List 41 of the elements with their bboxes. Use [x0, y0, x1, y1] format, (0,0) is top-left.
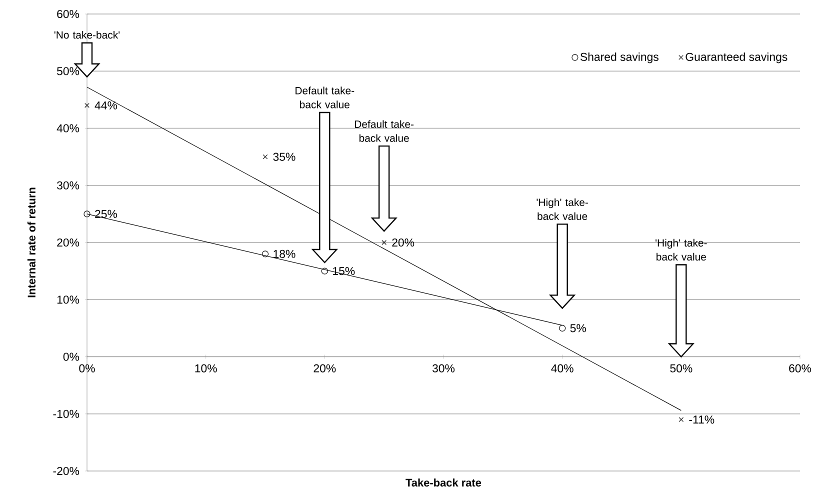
annotation: 'High' take-back value	[656, 238, 707, 261]
annotation: 'No take-back'	[54, 30, 120, 39]
point	[678, 417, 684, 422]
point	[84, 210, 90, 218]
legend-label: Guaranteed savings	[686, 52, 788, 64]
data-label: 5%	[570, 324, 586, 332]
y-tick-label: 60%	[57, 10, 80, 18]
point	[262, 154, 268, 160]
data-label: -11%	[689, 416, 714, 424]
legend-label: Shared savings	[580, 52, 658, 64]
point	[262, 250, 269, 258]
annotation: Default take-back value	[296, 86, 354, 108]
y-tick-label: 10%	[57, 296, 80, 304]
data-label: 44%	[94, 101, 118, 110]
x-tick-label: 40%	[551, 364, 574, 372]
point	[84, 102, 90, 108]
point	[382, 240, 387, 245]
x-axis-title: Take-back rate	[406, 478, 482, 487]
data-label: 35%	[273, 152, 296, 161]
x-tick-label: 20%	[314, 364, 336, 372]
y-tick-label: -20%	[53, 466, 80, 476]
x-tick-label: 0%	[79, 364, 95, 372]
y-tick-label: 40%	[56, 124, 80, 132]
x-tick-label: 10%	[195, 364, 217, 372]
y-tick-label: 20%	[57, 238, 80, 247]
point	[559, 324, 566, 332]
point	[321, 268, 328, 274]
data-label: 18%	[274, 250, 296, 258]
y-tick-label: -10%	[53, 410, 80, 418]
data-label: 20%	[392, 238, 414, 247]
x-tick-label: 50%	[670, 364, 692, 372]
annotation: Default take-back value	[355, 120, 414, 142]
data-label: 15%	[333, 267, 355, 276]
y-tick-label: 30%	[56, 181, 80, 190]
data-label: 25%	[95, 210, 118, 218]
x-tick-label: 30%	[432, 364, 455, 372]
y-tick-label: 50%	[57, 67, 80, 76]
y-tick-label: 0%	[63, 352, 80, 361]
x-tick-label: 60%	[789, 364, 812, 372]
y-axis-title: Internal rate of return	[27, 188, 36, 298]
annotation: 'High' take-back value	[536, 198, 588, 220]
